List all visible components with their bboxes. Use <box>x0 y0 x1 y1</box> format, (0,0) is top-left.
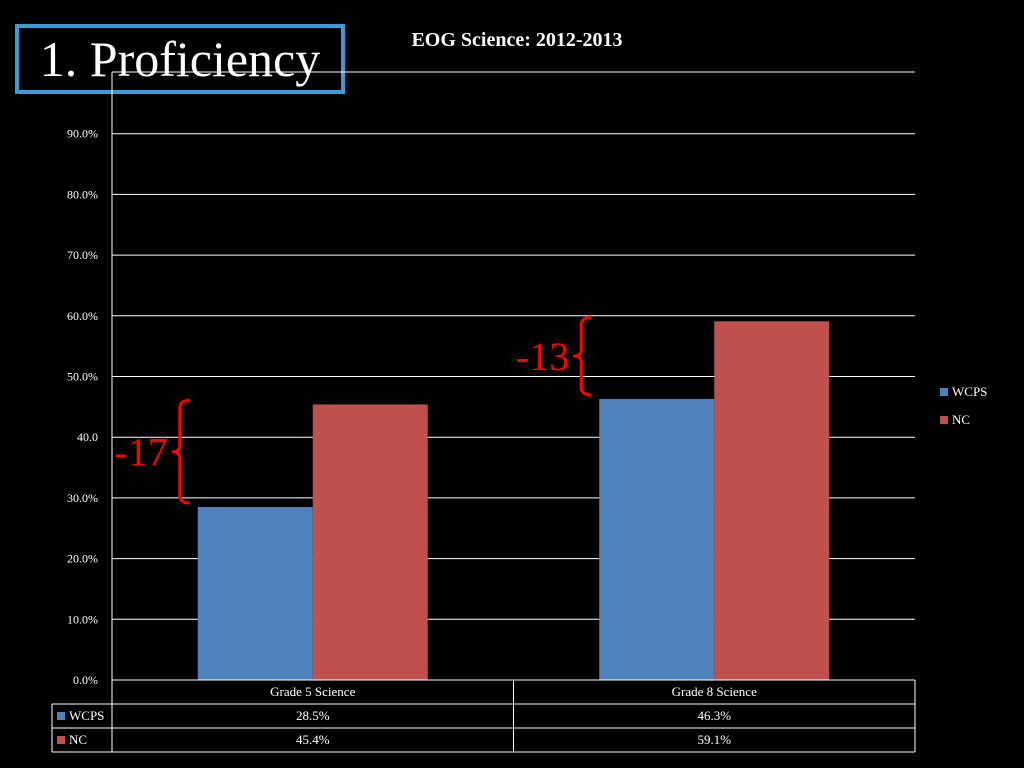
legend-label: NC <box>952 412 970 427</box>
bar-nc <box>714 321 830 680</box>
legend-swatch <box>940 388 948 396</box>
table-series-label: WCPS <box>69 708 104 723</box>
y-tick-label: 70.0% <box>67 248 98 262</box>
table-category-label: Grade 8 Science <box>672 684 757 699</box>
y-tick-label: 10.0% <box>67 612 98 626</box>
table-swatch <box>57 712 65 720</box>
table-value: 59.1% <box>697 732 731 747</box>
annotation-label: -17 <box>114 430 167 475</box>
bar-nc <box>312 404 428 680</box>
chart-title: EOG Science: 2012-2013 <box>411 29 622 51</box>
y-tick-label: 40.0 <box>77 430 98 444</box>
bar-wcps <box>197 507 313 680</box>
slide-title: 1. Proficiency <box>15 24 345 94</box>
table-swatch <box>57 736 65 744</box>
y-tick-label: 20.0% <box>67 552 98 566</box>
y-tick-label: 60.0% <box>67 309 98 323</box>
y-tick-label: 0.0% <box>73 673 98 687</box>
annotation-brace <box>573 315 592 397</box>
y-tick-label: 80.0% <box>67 187 98 201</box>
table-value: 45.4% <box>296 732 330 747</box>
y-tick-label: 30.0% <box>67 491 98 505</box>
y-tick-label: 50.0% <box>67 370 98 384</box>
y-tick-label: 90.0% <box>67 127 98 141</box>
annotation-brace <box>171 398 190 505</box>
legend-label: WCPS <box>952 384 987 399</box>
table-value: 46.3% <box>697 708 731 723</box>
annotation-label: -13 <box>516 334 569 379</box>
table-category-label: Grade 5 Science <box>270 684 355 699</box>
table-series-label: NC <box>69 732 87 747</box>
table-value: 28.5% <box>296 708 330 723</box>
legend-swatch <box>940 416 948 424</box>
bar-wcps <box>599 398 715 680</box>
